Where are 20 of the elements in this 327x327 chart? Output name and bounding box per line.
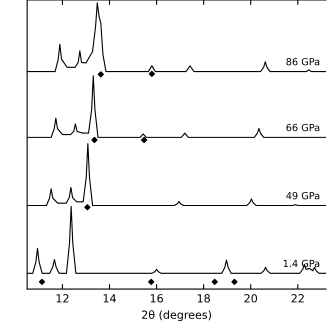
series-label: 86 GPa (286, 58, 320, 66)
point (231, 278, 238, 286)
point (38, 278, 46, 286)
series-label: 66 GPa (286, 124, 320, 132)
point (141, 136, 148, 144)
point (98, 71, 104, 78)
point (91, 136, 98, 144)
point (84, 204, 90, 210)
x-tick-label: 14 (104, 294, 116, 302)
x-tick-label: 16 (150, 294, 163, 303)
x-tick-label: 18 (198, 294, 210, 303)
point (148, 70, 155, 77)
x-axis-title: 2θ (degrees) (142, 310, 212, 322)
x-tick-label: 12 (56, 294, 68, 302)
x-tick-label: 22 (292, 294, 304, 302)
series-label: 1.4 GPa (284, 260, 320, 268)
point (148, 278, 154, 286)
series-label: 49 GPa (286, 192, 320, 200)
point (212, 278, 218, 286)
x-tick-label: 20 (244, 294, 258, 303)
